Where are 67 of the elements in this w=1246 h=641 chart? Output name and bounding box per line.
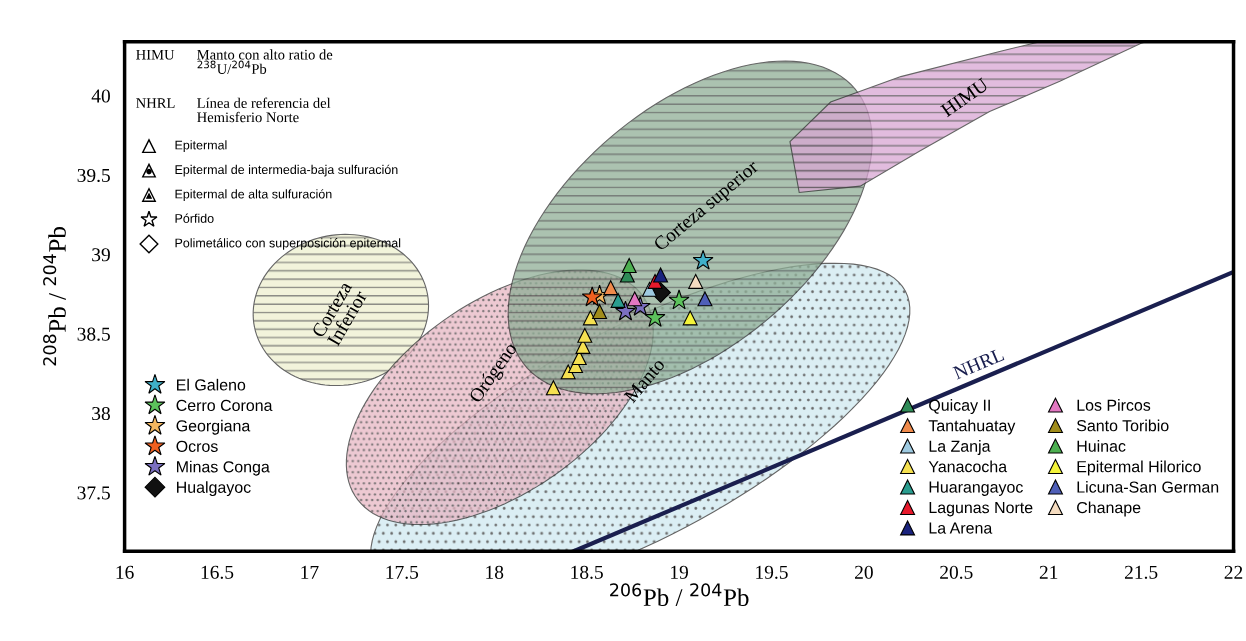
legend-label: Lagunas Norte bbox=[929, 502, 1033, 517]
legend-label: Yanacocha bbox=[928, 460, 1008, 473]
point bbox=[610, 292, 626, 308]
legend-label: La Zanja bbox=[929, 440, 991, 455]
point bbox=[688, 273, 704, 289]
x-tick-label: 19.5 bbox=[756, 565, 788, 579]
legend-label: Santo Toribio bbox=[1076, 419, 1169, 432]
point bbox=[621, 258, 637, 274]
point bbox=[603, 280, 619, 296]
legend-label: Chanape bbox=[1077, 501, 1141, 517]
annotation: HIMU bbox=[136, 49, 175, 60]
legend-label: Los Pircos bbox=[1077, 399, 1151, 411]
point bbox=[668, 289, 690, 310]
legend-label: Epitermal Hilorico bbox=[1077, 460, 1201, 476]
x-tick-label: 17.5 bbox=[386, 565, 419, 579]
point bbox=[682, 310, 698, 326]
legend-label: Minas Conga bbox=[177, 460, 270, 476]
annotation: Línea de referencia del Hemisferio Norte bbox=[197, 97, 331, 123]
x-tick-label: 16 bbox=[116, 565, 134, 579]
x-tick-label: 22 bbox=[1224, 565, 1243, 579]
legend-label: Huarangayoc bbox=[929, 481, 1023, 496]
legend-label: La Arena bbox=[929, 522, 993, 534]
y-tick-label: 40 bbox=[91, 89, 110, 103]
legend-label: El Galeno bbox=[177, 378, 246, 391]
point bbox=[545, 380, 561, 396]
y-tick-label: 38 bbox=[92, 406, 110, 421]
legend-label: Tantahuatay bbox=[928, 419, 1016, 435]
y-tick-label: 38.5 bbox=[77, 327, 110, 341]
x-tick-label: 20 bbox=[855, 565, 873, 579]
annotation: Epitermal de intermedia-baja sulfuración bbox=[175, 164, 398, 177]
x-axis-title: $^{206}$Pb / $^{204}$Pb bbox=[610, 583, 749, 607]
text: NHRL bbox=[952, 347, 1005, 380]
annotation: Pórfido bbox=[175, 213, 214, 223]
legend-label: Cerro Corona bbox=[176, 399, 273, 412]
x-tick-label: 17 bbox=[301, 565, 319, 579]
y-tick-label: 39.5 bbox=[77, 168, 110, 183]
y-axis-title: $^{208}$Pb / $^{204}$Pb bbox=[43, 227, 66, 366]
point bbox=[653, 267, 669, 283]
annotation: NHRL bbox=[136, 98, 175, 108]
point bbox=[627, 291, 643, 307]
legend-label: Quicay II bbox=[929, 399, 990, 415]
point bbox=[692, 249, 714, 270]
y-tick-label: 37.5 bbox=[77, 486, 110, 500]
annotation: Epitermal de alta sulfuración bbox=[175, 189, 332, 201]
x-tick-label: 19 bbox=[671, 565, 688, 579]
x-tick-label: 21 bbox=[1039, 565, 1058, 579]
annotation: Manto con alto ratio de $^{238}$U/$^{204}$Pb bbox=[197, 49, 333, 74]
point bbox=[697, 291, 713, 307]
legend-label: Georgiana bbox=[176, 419, 251, 435]
legend-label: Licuna-San German bbox=[1077, 481, 1219, 493]
x-tick-label: 20.5 bbox=[940, 565, 973, 579]
x-tick-label: 16.5 bbox=[201, 565, 234, 579]
point bbox=[582, 310, 598, 326]
legend-label: Huinac bbox=[1077, 440, 1126, 452]
point bbox=[644, 306, 666, 327]
annotation: Epitermal bbox=[175, 140, 227, 152]
point bbox=[615, 300, 636, 321]
point bbox=[592, 304, 608, 320]
x-tick-label: 18 bbox=[486, 565, 504, 579]
x-tick-label: 21.5 bbox=[1124, 565, 1158, 579]
legend-label: Ocros bbox=[176, 440, 218, 452]
y-tick-label: 39 bbox=[92, 248, 110, 262]
x-tick-label: 18.5 bbox=[571, 565, 603, 579]
point bbox=[581, 286, 603, 307]
legend-label: Hualgayoc bbox=[177, 481, 251, 497]
point bbox=[577, 327, 593, 343]
annotation: Polimetálico con superposición epitermal bbox=[175, 238, 401, 250]
